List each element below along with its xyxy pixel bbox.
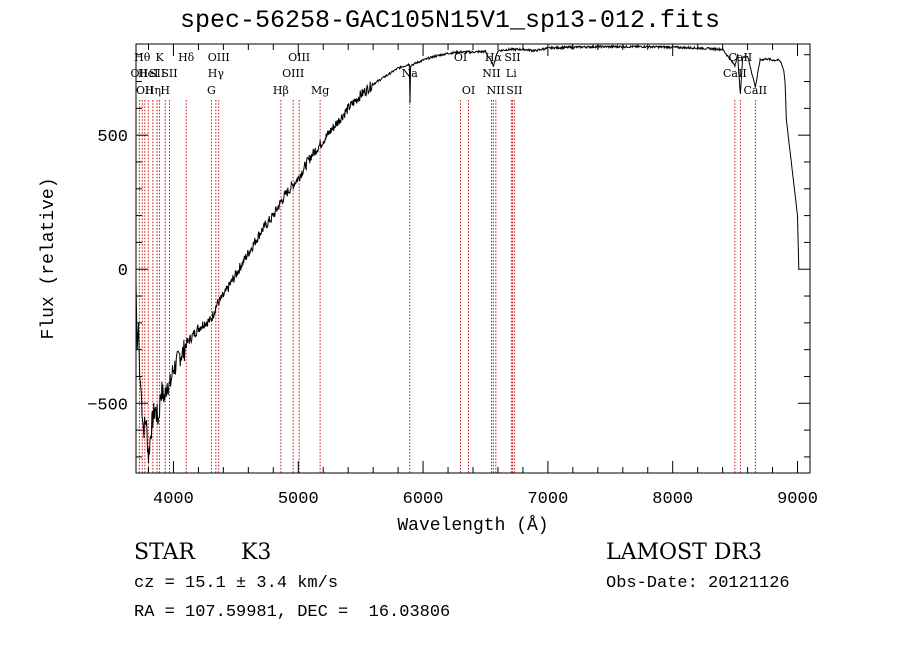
line-marker-label: SII xyxy=(506,84,522,97)
line-marker-label: SII xyxy=(149,67,165,80)
chart-title: spec-56258-GAC105N15V1_sp13-012.fits xyxy=(179,6,721,35)
object-subclass: K3 xyxy=(241,540,272,565)
plot-frame xyxy=(135,43,811,474)
line-marker-label: CaII xyxy=(743,84,767,97)
line-marker-label: H xyxy=(160,84,170,97)
x-tick-label: 7000 xyxy=(527,490,568,509)
line-marker-label: Li xyxy=(506,67,517,80)
redshift-text: cz = 15.1 ± 3.4 km/s xyxy=(134,574,339,593)
line-marker-label: Hη xyxy=(145,84,161,97)
object-class: STAR xyxy=(134,540,195,565)
line-marker-label: Hβ xyxy=(273,84,289,97)
x-tick-label: 6000 xyxy=(403,490,444,509)
x-axis-label: Wavelength (Å) xyxy=(397,515,548,536)
x-tick-label: 4000 xyxy=(153,490,194,509)
line-marker-label: CaII xyxy=(729,51,753,64)
ra-dec-text: RA = 107.59981, DEC = 16.03806 xyxy=(134,603,451,622)
y-tick-label: 0 xyxy=(118,262,128,281)
x-tick-label: 5000 xyxy=(278,490,319,509)
line-marker-label: Hγ xyxy=(208,67,225,80)
y-tick-label: 500 xyxy=(97,128,128,147)
y-tick-label: −500 xyxy=(87,396,128,415)
line-marker-label: OI xyxy=(462,84,475,97)
line-marker-label: Na xyxy=(402,67,419,80)
x-tick-label: 8000 xyxy=(652,490,693,509)
line-marker-label: OIII xyxy=(282,67,304,80)
line-marker-label: OIII xyxy=(288,51,310,64)
line-marker-label: CaII xyxy=(723,67,747,80)
y-axis-label: Flux (relative) xyxy=(39,177,59,339)
line-marker-label: OI xyxy=(454,51,467,64)
line-marker-label: SII xyxy=(504,51,520,64)
line-marker-label: Hα xyxy=(485,51,503,64)
spectrum-line xyxy=(135,44,800,464)
x-tick-label: 9000 xyxy=(777,490,818,509)
line-marker-label: Hδ xyxy=(178,51,195,64)
line-marker-label: NII xyxy=(482,67,500,80)
line-marker-label: NII xyxy=(487,84,505,97)
line-marker-label: Mg xyxy=(311,84,329,97)
line-marker-label: OII xyxy=(136,84,154,97)
line-marker-label: K xyxy=(155,51,164,64)
line-marker-label: HeI xyxy=(138,67,158,80)
line-marker-label: OIII xyxy=(208,51,230,64)
line-marker-label: SII xyxy=(161,67,177,80)
line-marker-label: OII xyxy=(131,67,149,80)
line-marker-label: G xyxy=(207,84,216,97)
obs-date-text: Obs-Date: 20121126 xyxy=(606,574,790,593)
survey-label: LAMOST DR3 xyxy=(606,540,762,565)
line-marker-label: Hθ xyxy=(134,51,151,64)
